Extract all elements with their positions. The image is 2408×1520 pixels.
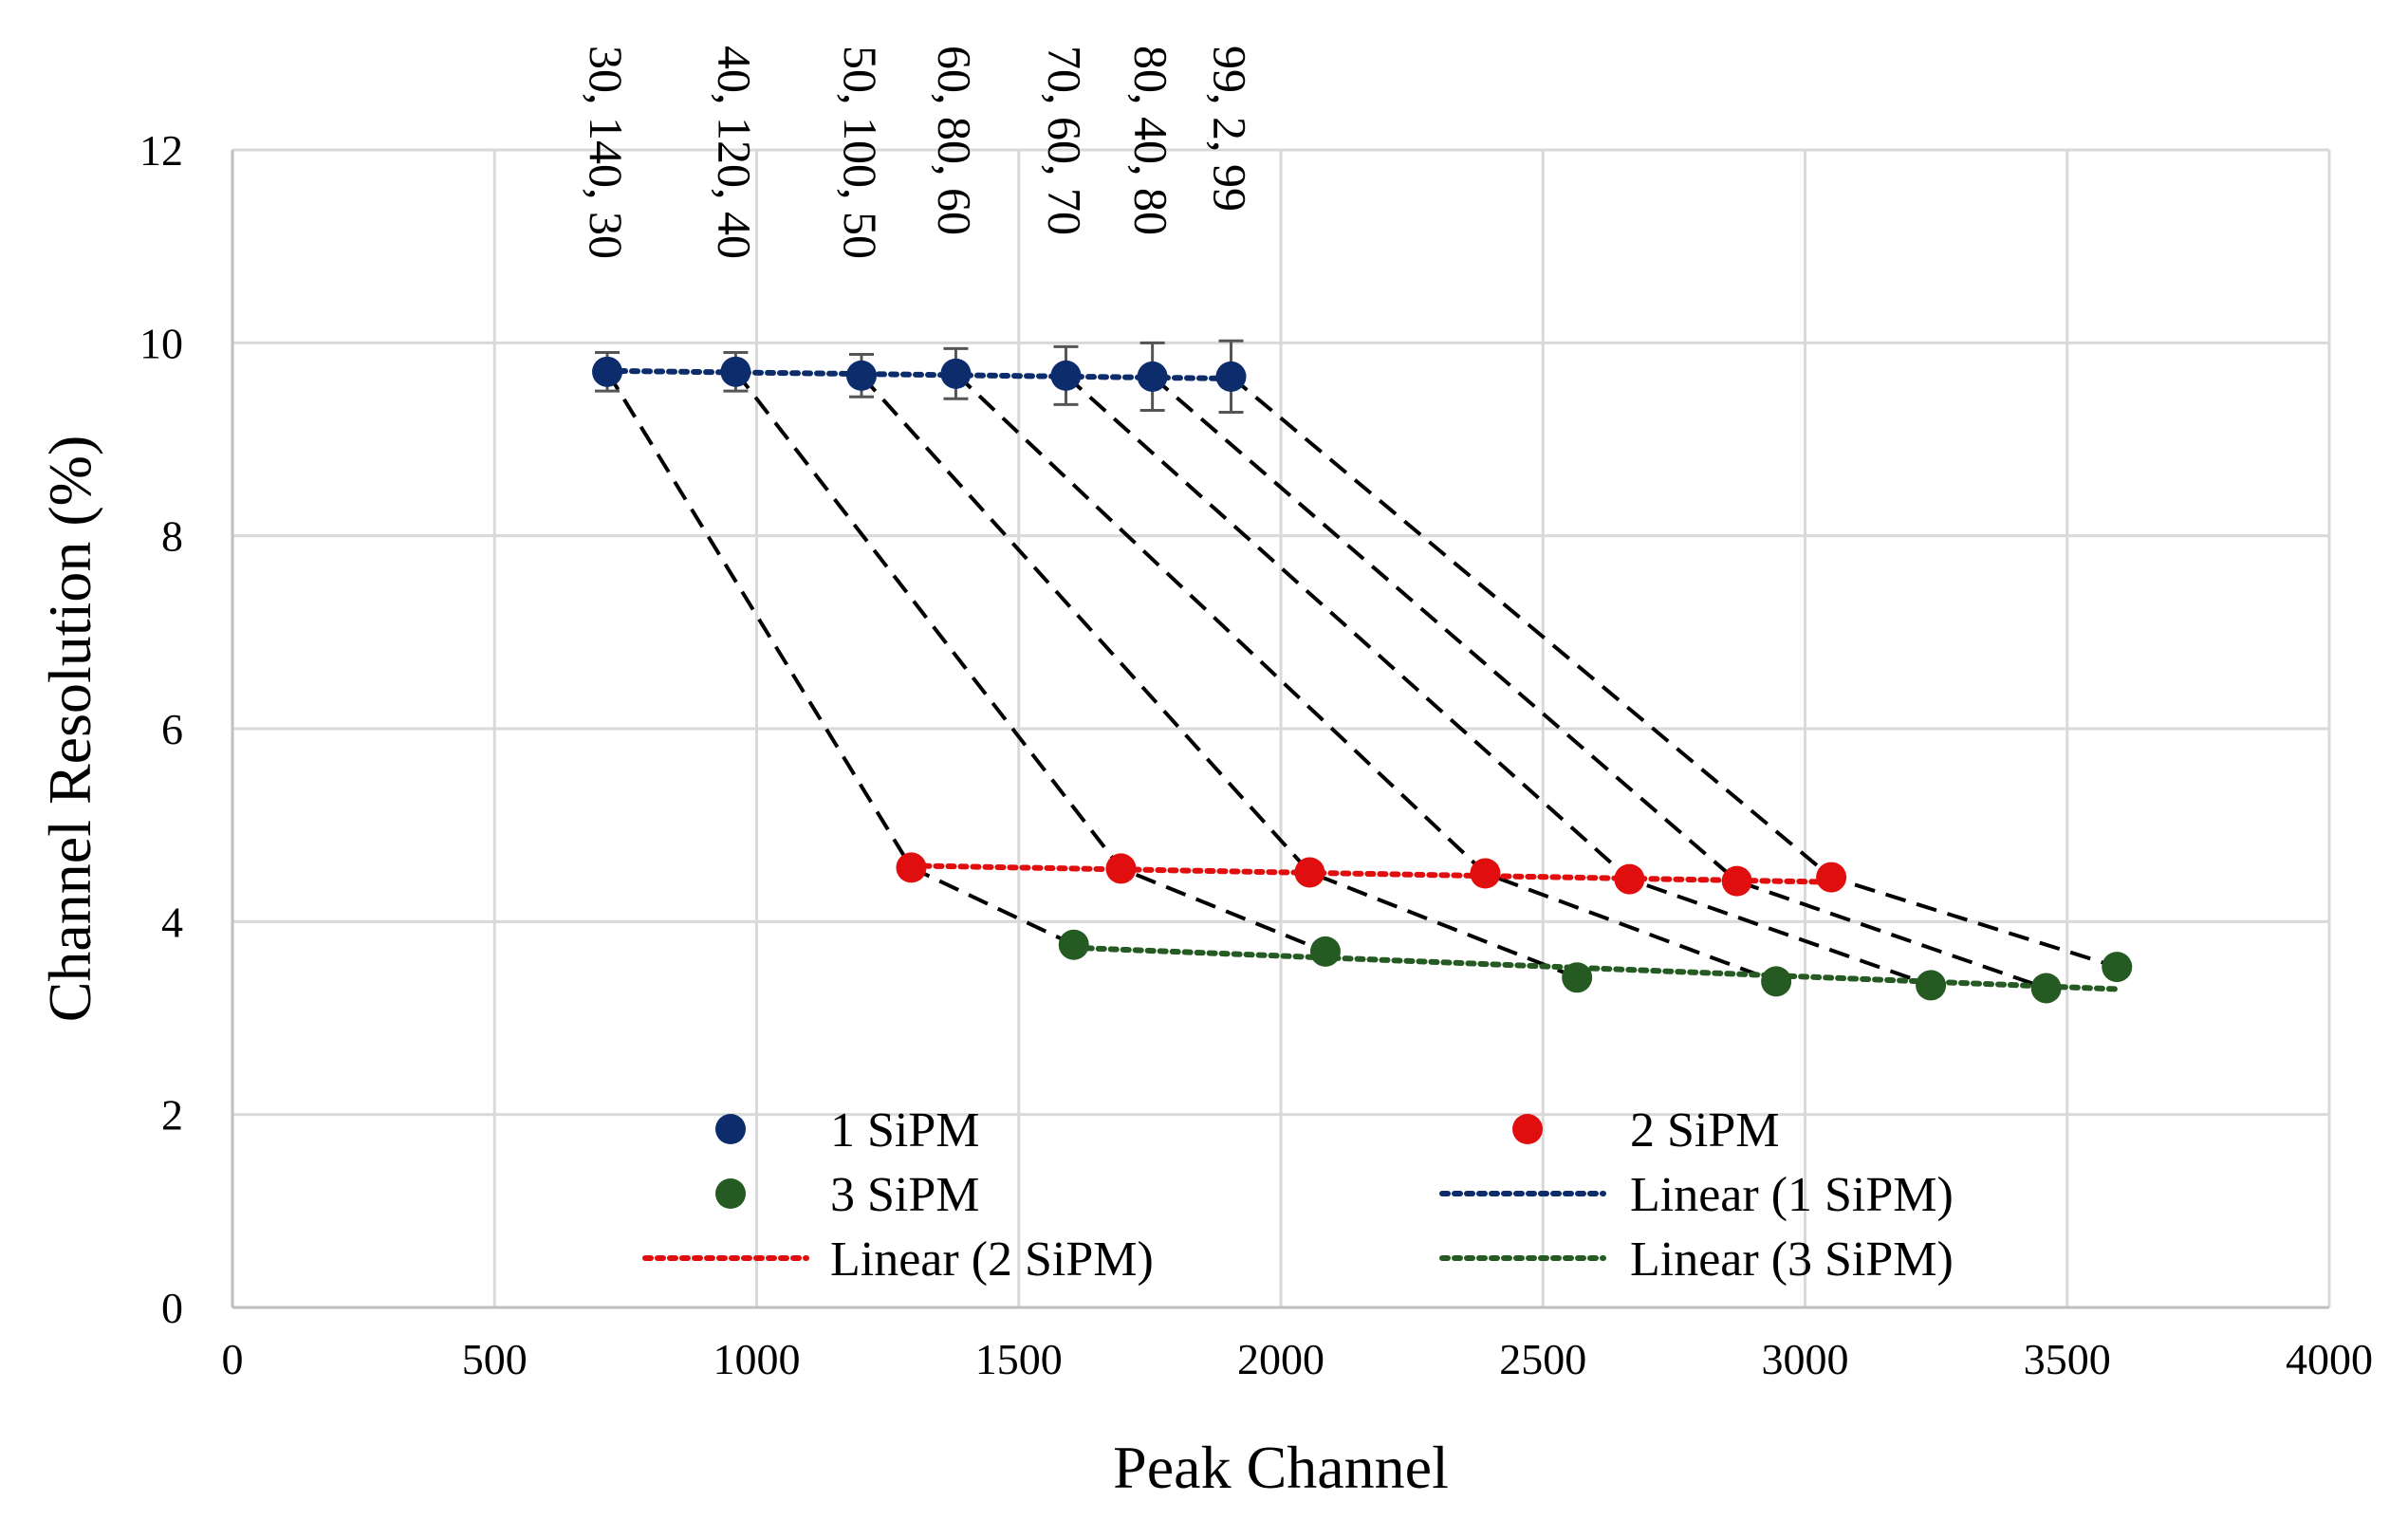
point-annotation: 60, 80, 60 xyxy=(928,46,981,235)
data-point xyxy=(592,356,623,387)
legend-label: Linear (1 SiPM) xyxy=(1630,1168,1954,1222)
data-point xyxy=(1050,360,1082,391)
point-annotation: 99, 2, 99 xyxy=(1204,46,1257,212)
point-annotation: 50, 100, 50 xyxy=(834,46,887,259)
legend-marker xyxy=(1512,1114,1543,1144)
connector-line xyxy=(954,372,1777,984)
x-tick-label: 2000 xyxy=(1237,1335,1324,1383)
legend-marker xyxy=(715,1178,746,1209)
legend-label: 1 SiPM xyxy=(830,1103,980,1158)
x-tick-label: 4000 xyxy=(2286,1335,2373,1383)
legend-marker xyxy=(715,1114,746,1144)
point-annotation: 40, 120, 40 xyxy=(708,46,761,259)
data-point xyxy=(1614,863,1645,895)
legend-label: 3 SiPM xyxy=(830,1168,980,1222)
connector-line xyxy=(860,374,1578,980)
trendline xyxy=(604,367,1234,381)
legend-label: 2 SiPM xyxy=(1630,1103,1780,1158)
data-point xyxy=(896,852,927,883)
x-tick-label: 0 xyxy=(222,1335,244,1383)
y-tick-label: 6 xyxy=(161,705,183,753)
legend-label: Linear (3 SiPM) xyxy=(1630,1233,1954,1287)
axes: 0 500 1000 1500 2000 2500 3000 3500 4000 0 2 4 6 8 10 1… xyxy=(139,126,2373,1383)
y-tick-label: 10 xyxy=(139,319,183,367)
data-point xyxy=(2102,952,2133,983)
data-point xyxy=(1309,936,1341,967)
connector-lines xyxy=(605,370,2118,991)
data-point xyxy=(1721,865,1752,897)
y-tick-label: 2 xyxy=(161,1091,183,1140)
data-point xyxy=(1105,853,1137,884)
data-point xyxy=(1058,929,1089,960)
grid-lines xyxy=(231,148,2331,1309)
x-axis-title: Peak Channel xyxy=(1113,1434,1449,1501)
x-tick-label: 3500 xyxy=(2024,1335,2111,1383)
data-point xyxy=(1215,361,1247,392)
data-point xyxy=(940,358,972,389)
x-tick-label: 2500 xyxy=(1499,1335,1586,1383)
data-point xyxy=(720,356,751,387)
data-point xyxy=(846,360,877,391)
point-annotation: 80, 40, 80 xyxy=(1125,46,1178,235)
connector-line xyxy=(733,370,1326,954)
x-tick-label: 500 xyxy=(462,1335,528,1383)
x-tick-label: 1000 xyxy=(713,1335,801,1383)
point-annotations: 30, 140, 30 40, 120, 40 50, 100, 50 60, 80,… xyxy=(580,46,1256,259)
trendline xyxy=(908,862,1835,885)
data-point xyxy=(1816,862,1847,893)
connector-line xyxy=(1065,374,1932,988)
connector-line xyxy=(1151,375,2047,991)
data-point xyxy=(2030,973,2062,1004)
y-tick-label: 0 xyxy=(161,1284,183,1332)
y-tick-label: 4 xyxy=(161,898,183,946)
trendline xyxy=(1070,944,2121,992)
data-point xyxy=(1761,966,1792,997)
data-points xyxy=(592,356,2133,1004)
legend-label: Linear (2 SiPM) xyxy=(830,1233,1154,1287)
data-point xyxy=(1137,361,1168,392)
legend: 1 SiPM 2 SiPM 3 SiPM Linear (1 SiPM) Linear … xyxy=(642,1103,1954,1287)
data-point xyxy=(1470,858,1501,889)
connector-line xyxy=(605,370,1075,947)
x-tick-label: 1500 xyxy=(975,1335,1063,1383)
y-tick-label: 8 xyxy=(161,512,183,561)
point-annotation: 30, 140, 30 xyxy=(580,46,633,259)
point-annotation: 70, 60, 70 xyxy=(1038,46,1091,235)
x-tick-label: 3000 xyxy=(1762,1335,1849,1383)
y-tick-label: 12 xyxy=(139,126,183,175)
data-point xyxy=(1562,962,1593,993)
y-axis-title: Channel Resolution (%) xyxy=(36,436,103,1023)
data-point xyxy=(1916,970,1947,1001)
data-point xyxy=(1294,857,1325,888)
